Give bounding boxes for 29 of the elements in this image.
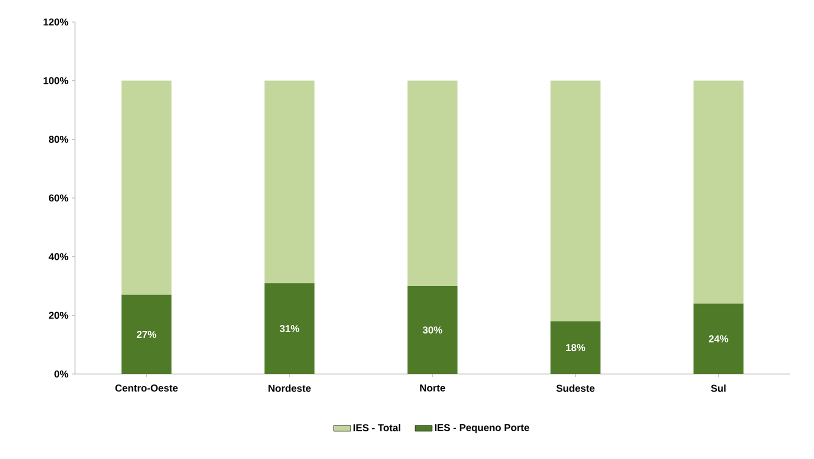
bar xyxy=(264,283,314,374)
bar xyxy=(408,80,458,286)
y-tick-label: 40% xyxy=(48,253,68,260)
bar xyxy=(264,80,314,284)
y-tick-label: 100% xyxy=(44,77,68,84)
x-tick-label: Nordeste xyxy=(268,384,311,392)
x-tick-label: Sul xyxy=(711,384,726,392)
y-tick-label: 80% xyxy=(48,136,68,143)
data-label: 27% xyxy=(136,330,156,338)
x-tick-label: Centro-Oeste xyxy=(115,384,178,392)
bar xyxy=(122,294,172,374)
bar xyxy=(122,80,172,295)
y-tick-label: 60% xyxy=(48,194,68,202)
data-label: 31% xyxy=(280,325,300,332)
bar xyxy=(694,80,744,304)
data-label: 18% xyxy=(566,344,586,352)
x-tick-label: Sudeste xyxy=(556,384,595,392)
data-label: 30% xyxy=(422,326,442,334)
y-tick-label: 20% xyxy=(48,312,68,319)
y-tick-label: 0% xyxy=(54,370,68,378)
x-tick-label: Norte xyxy=(420,384,446,392)
legend-label: IES - Pequeno Porte xyxy=(434,424,530,434)
bar xyxy=(408,286,458,374)
data-label: 24% xyxy=(708,335,728,342)
bar xyxy=(550,321,600,374)
legend-label: IES - Total xyxy=(354,424,400,432)
bar xyxy=(550,80,600,322)
bar xyxy=(694,304,744,374)
y-tick-label: 120% xyxy=(44,18,68,26)
